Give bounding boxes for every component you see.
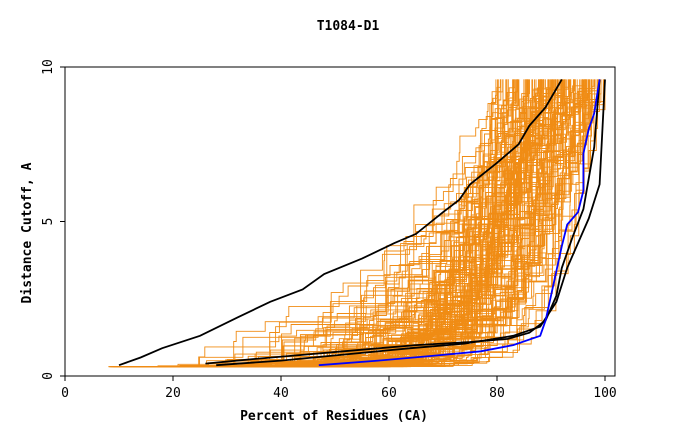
model-curve <box>215 79 564 368</box>
highlight-curve-1 <box>205 79 601 365</box>
x-tick-label: 60 <box>381 386 397 401</box>
x-tick-label: 100 <box>593 386 616 401</box>
model-curve <box>142 79 539 368</box>
y-axis-ticks: 0 5 10 <box>41 59 65 380</box>
model-curve <box>152 79 527 368</box>
model-curve <box>187 79 605 368</box>
y-tick-label: 10 <box>41 59 56 75</box>
y-tick-label: 5 <box>41 218 56 226</box>
x-axis-ticks: 0 20 40 60 80 100 <box>61 376 617 401</box>
model-curve <box>142 79 544 368</box>
y-tick-label: 0 <box>41 372 56 380</box>
model-curves <box>108 79 606 368</box>
highlighted-curves <box>118 78 606 367</box>
y-axis-label: Distance Cutoff, A <box>20 162 35 303</box>
model-curve <box>109 79 516 368</box>
highlight-curve-2 <box>216 79 606 367</box>
model-curve <box>108 79 504 368</box>
chart-title: T1084-D1 <box>317 19 380 34</box>
x-tick-label: 80 <box>489 386 505 401</box>
model-curve <box>271 79 602 368</box>
model-curve <box>312 79 592 368</box>
model-curve <box>308 79 590 368</box>
x-tick-label: 20 <box>165 386 181 401</box>
model-curve <box>114 79 570 368</box>
highlight-curve-3 <box>318 79 601 367</box>
model-curve <box>257 79 566 368</box>
model-curve <box>218 79 575 368</box>
x-tick-label: 0 <box>61 386 69 401</box>
model-curve <box>127 79 586 368</box>
model-curve <box>181 79 563 368</box>
model-curve <box>163 79 551 368</box>
model-curve <box>223 79 501 368</box>
highlight-curve-0 <box>118 78 563 367</box>
model-curve <box>142 79 529 368</box>
x-tick-label: 40 <box>273 386 289 401</box>
model-curve <box>189 79 541 368</box>
model-curve <box>233 79 528 368</box>
model-curve <box>148 79 527 368</box>
model-curve <box>184 79 516 368</box>
model-curve <box>152 79 541 368</box>
x-axis-label: Percent of Residues (CA) <box>240 409 428 424</box>
model-curve <box>310 79 554 368</box>
